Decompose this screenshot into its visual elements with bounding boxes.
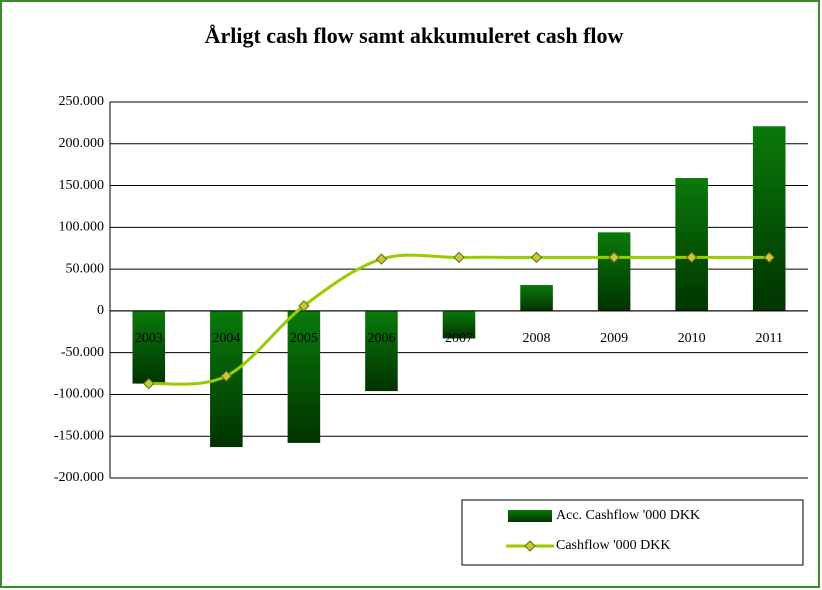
legend-swatch [508, 510, 552, 522]
marker [220, 370, 233, 382]
x-tick-label: 2003 [135, 331, 163, 346]
marker [143, 377, 155, 390]
chart-title: Årligt cash flow samt akkumuleret cash f… [205, 23, 624, 48]
x-tick-label: 2009 [600, 331, 628, 346]
y-tick-label: 150.000 [59, 178, 105, 193]
bar [752, 126, 786, 311]
marker [453, 251, 465, 264]
line [148, 253, 770, 386]
x-tick-label: 2011 [755, 331, 782, 346]
legend-marker [524, 540, 536, 552]
x-tick-label: 2008 [523, 331, 551, 346]
y-tick-label: 200.000 [59, 136, 105, 151]
x-tick-label: 2010 [678, 331, 706, 346]
bar [287, 310, 321, 443]
bar [442, 310, 476, 339]
x-tick-label: 2004 [212, 331, 240, 346]
y-tick-label: -150.000 [54, 428, 104, 443]
bar [365, 310, 398, 392]
y-tick-label: -100.000 [54, 387, 104, 402]
legend-label: Acc. Cashflow '000 DKK [556, 508, 700, 523]
marker [685, 251, 698, 264]
bar [597, 232, 631, 311]
y-tick-label: -200.000 [54, 470, 104, 485]
x-tick-label: 2007 [445, 331, 473, 346]
bar [132, 310, 166, 384]
y-tick-label: 0 [97, 303, 104, 318]
marker [763, 251, 775, 264]
legend-label: Cashflow '000 DKK [556, 538, 671, 553]
marker [298, 300, 310, 312]
marker [608, 251, 620, 264]
bar [520, 284, 553, 311]
x-tick-label: 2005 [290, 331, 318, 346]
y-tick-label: 50.000 [66, 261, 105, 276]
marker [530, 251, 543, 264]
x-tick-label: 2006 [367, 331, 395, 346]
y-tick-label: 100.000 [59, 220, 105, 235]
y-tick-label: -50.000 [61, 345, 104, 360]
y-tick-label: 250.000 [59, 94, 105, 109]
bar [675, 178, 708, 311]
marker [375, 253, 388, 265]
